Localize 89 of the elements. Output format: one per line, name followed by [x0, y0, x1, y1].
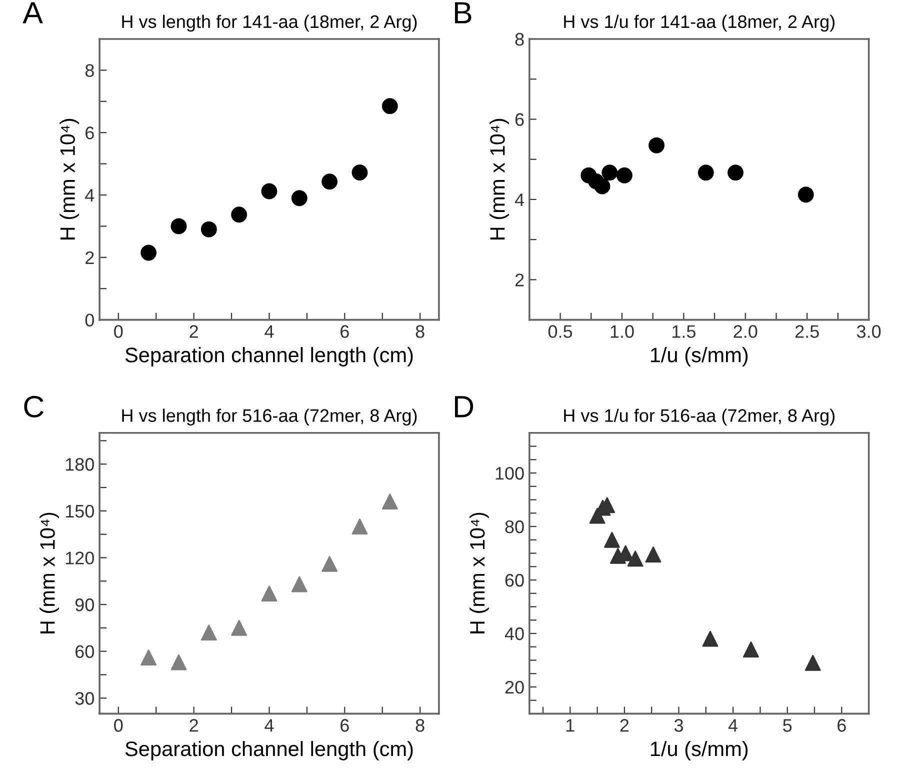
y-tick-label: 40 [504, 627, 524, 640]
point [702, 630, 718, 647]
y-tick-label: 60 [505, 574, 524, 587]
x-axis-title: 1/u (s/mm) [650, 347, 748, 366]
y-tick-label: 180 [66, 458, 94, 471]
y-tick-label: 0 [85, 314, 94, 327]
y-tick-label: 4 [514, 194, 524, 206]
chart-title: H vs length for 141-aa (18mer, 2 Arg) [122, 14, 417, 32]
y-tick-label: 100 [496, 466, 524, 480]
x-tick-label: 1 [566, 719, 574, 732]
point [604, 532, 620, 548]
point [798, 186, 814, 203]
x-tick-label: 6 [340, 325, 349, 338]
x-tick-label: 6 [838, 719, 846, 732]
y-axis-title: H (mm x 10⁴) [40, 512, 59, 634]
point [170, 654, 187, 670]
x-tick-label: 1.0 [610, 325, 634, 338]
point [352, 518, 368, 534]
y-tick-label: 6 [515, 113, 524, 126]
text: A [22, 2, 43, 24]
point [322, 556, 338, 572]
point [804, 654, 821, 671]
x-axis-title: 1/u (s/mm) [650, 740, 748, 760]
chart-title: H vs 1/u for 141-aa (18mer, 2 Arg) [564, 14, 834, 32]
x-tick-label: 2.5 [795, 325, 819, 338]
point [352, 164, 368, 181]
x-tick-label: 8 [416, 325, 424, 338]
y-tick-label: 8 [515, 32, 524, 46]
point [200, 221, 217, 238]
x-tick-label: 1.5 [672, 325, 696, 338]
x-tick-label: 8 [416, 719, 424, 732]
point [170, 218, 187, 234]
point [648, 137, 665, 154]
y-tick-label: 80 [505, 520, 524, 534]
y-tick-label: 2 [86, 251, 94, 264]
x-tick-label: 4 [264, 325, 274, 338]
x-tick-label: 2 [190, 325, 198, 338]
x-tick-label: 2.0 [734, 325, 758, 338]
point [627, 550, 644, 567]
x-tick-label: 3.0 [856, 325, 881, 338]
text: B [455, 2, 472, 24]
text: C [24, 396, 44, 418]
y-axis-title: H (mm x 10⁴) [469, 512, 489, 634]
point [594, 178, 610, 194]
point [140, 650, 157, 666]
chart-title: H vs 1/u for 516-aa (72mer, 8 Arg) [564, 408, 834, 426]
point [742, 642, 759, 658]
x-tick-label: 3 [674, 719, 683, 732]
point [645, 546, 662, 563]
point [291, 190, 308, 206]
x-tick-label: 6 [340, 719, 349, 732]
text: D [455, 396, 474, 418]
chart-title: H vs length for 516-aa (72mer, 8 Arg) [122, 408, 417, 426]
point [698, 164, 714, 181]
point [382, 494, 398, 510]
x-tick-label: 4 [728, 719, 738, 732]
y-tick-label: 2 [515, 274, 524, 286]
point [602, 164, 618, 181]
point [231, 206, 248, 223]
y-tick-label: 6 [86, 126, 94, 140]
point [231, 620, 248, 636]
y-tick-label: 150 [66, 504, 94, 518]
point [616, 167, 632, 184]
point [382, 98, 398, 114]
x-tick-label: 4 [264, 719, 274, 732]
point [261, 586, 278, 602]
point [322, 174, 338, 190]
y-tick-label: 4 [85, 189, 94, 202]
x-tick-label: 0 [114, 719, 123, 732]
y-axis-title: H (mm x 10⁴) [60, 118, 80, 240]
point [728, 164, 744, 181]
y-axis-title: H (mm x 10⁴) [490, 118, 509, 240]
x-tick-label: 2 [190, 719, 198, 732]
y-tick-label: 120 [66, 552, 94, 564]
point [140, 244, 157, 261]
y-tick-label: 30 [75, 692, 94, 705]
y-tick-label: 20 [505, 680, 524, 694]
x-axis-title: Separation channel length (cm) [125, 740, 413, 760]
x-tick-label: 2 [620, 719, 629, 732]
x-axis-title: Separation channel length (cm) [125, 347, 413, 366]
point [261, 183, 278, 200]
x-tick-label: 5 [783, 719, 792, 732]
y-tick-label: 90 [75, 598, 94, 612]
point [200, 624, 217, 641]
point [291, 576, 308, 592]
y-tick-label: 8 [85, 64, 94, 77]
x-tick-label: 0 [114, 325, 123, 338]
x-tick-label: 0.5 [548, 325, 572, 338]
y-tick-label: 60 [76, 645, 94, 658]
